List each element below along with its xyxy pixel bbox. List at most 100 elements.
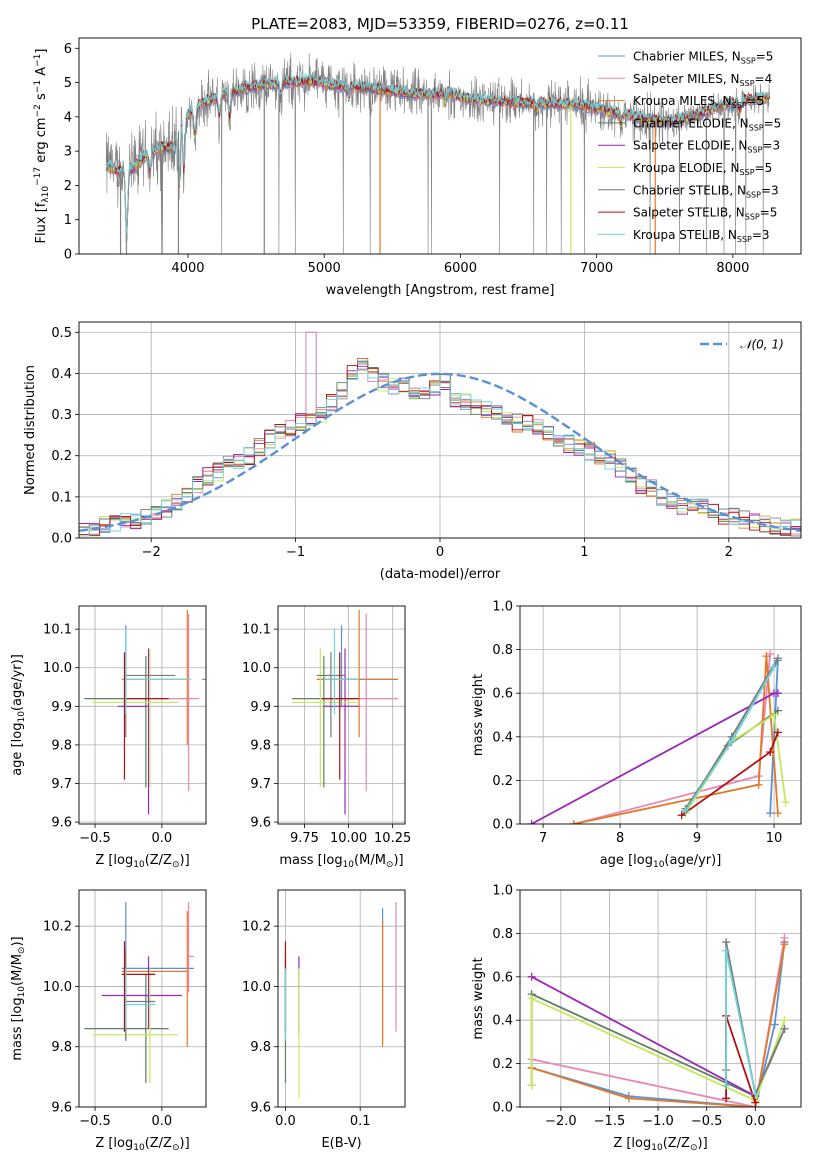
y-axis-label-part: erg cm (34, 117, 49, 166)
errorbar-salpeter-miles (188, 902, 194, 993)
legend-label: Kroupa MILES, NSSP=5 (633, 94, 764, 110)
x-tick-label: 8 (616, 831, 624, 846)
axes-frame (277, 605, 406, 825)
weight-marker (722, 1094, 731, 1103)
x-axis-label: (data-model)/error (380, 567, 501, 582)
x-tick-label: 0.0 (152, 1114, 173, 1129)
plot-area (278, 606, 405, 824)
errorbar-chabrier-stelib (125, 652, 176, 738)
y-tick-label: 0.0 (492, 1101, 513, 1116)
y-axis-label-part: Flux [f (34, 202, 49, 243)
x-axis-label: Z [log10(Z/Z⊙)] (95, 1136, 189, 1153)
normal-curve (79, 372, 801, 532)
legend-label-part: Kroupa MILES, N (633, 94, 732, 108)
y-tick-label: 0.2 (51, 449, 72, 464)
legend-label-part: =3 (761, 183, 779, 197)
x-axis-label-part: Z [log (95, 1136, 133, 1151)
legend-label-part: =5 (755, 161, 773, 175)
weight-marker (773, 728, 782, 737)
errorbar-chabrier-miles (125, 625, 206, 707)
y-tick-label: 9.9 (51, 700, 72, 715)
weight-marker (677, 811, 686, 820)
y-axis-label-part: 10 (17, 986, 27, 998)
errorbar-salpeter-stelib (121, 941, 156, 1032)
legend-label: Salpeter ELODIE, NSSP=3 (633, 139, 780, 155)
y-axis-label-part: λ (41, 197, 51, 203)
weight-marker (781, 798, 790, 807)
model-line-salpeter-stelib (105, 75, 771, 237)
x-axis-label-part: )] (698, 1136, 708, 1151)
y-tick-label: 5 (64, 76, 72, 91)
weight-marker (770, 1020, 779, 1029)
weight-marker (762, 652, 771, 661)
y-tick-label: 10.1 (242, 623, 271, 638)
y-tick-label: 9.8 (51, 1040, 72, 1055)
y-tick-label: 9.6 (250, 1101, 271, 1116)
x-axis-label-part: (Z/Z (145, 853, 172, 868)
legend-label-part: SSP (749, 123, 764, 132)
plot-area (79, 890, 206, 1107)
y-axis-label: mass weight (471, 957, 486, 1039)
plot-area (520, 890, 801, 1107)
y-axis-label-part: )] (10, 936, 25, 946)
axes-frame (78, 605, 207, 825)
y-tick-label: 9.7 (250, 777, 271, 792)
y-axis-label-part: −1 (33, 54, 43, 67)
x-tick-label: 7000 (580, 261, 613, 276)
weight-marker (624, 1094, 633, 1103)
weight-path (531, 944, 786, 1107)
axes-frame (78, 321, 802, 539)
errorbar-kroupa-elodie (292, 648, 360, 788)
x-axis-label: E(B-V) (321, 1136, 361, 1151)
x-axis-label: Z [log10(Z/Z⊙)] (613, 1136, 707, 1153)
legend-label-part: =5 (764, 116, 782, 130)
y-axis-label-part: −1 (33, 80, 43, 93)
plot-area (79, 606, 206, 824)
y-axis-label-part: 10 (17, 711, 27, 723)
x-tick-label: 4000 (171, 261, 204, 276)
y-axis-label-part: s (34, 93, 49, 104)
y-tick-label: 6 (64, 42, 72, 57)
legend-label-part: SSP (740, 168, 755, 177)
x-tick-label: 2 (725, 545, 733, 560)
errorbar-kroupa-stelib (125, 629, 192, 715)
y-tick-label: 9.7 (51, 777, 72, 792)
y-axis-label: mass weight (471, 674, 486, 756)
x-axis-label-part: )] (180, 1136, 190, 1151)
legend-label-part: Salpeter STELIB, N (633, 206, 745, 220)
y-axis-label: Flux [fλ10−17 erg cm−2 s−1 A−1] (33, 49, 51, 244)
y-axis-label-part: ] (34, 49, 49, 54)
x-axis-label-part: (Z/Z (663, 1136, 690, 1151)
axes-frame (519, 889, 802, 1108)
errorbar-salpeter-elodie (323, 648, 360, 815)
x-axis-label-part: )] (180, 853, 190, 868)
y-tick-label: 0.6 (492, 970, 513, 985)
weight-line-salpeter-miles (569, 649, 775, 824)
y-tick-label: 10.1 (43, 623, 72, 638)
chart-spectrum: 4000 5000 6000 7000 8000 0 1 2 3 4 5 6 wavelength [A… (33, 37, 802, 298)
y-axis-label: mass [log10(M/M⊙)] (10, 936, 27, 1060)
x-tick-label: 0.0 (275, 1114, 296, 1129)
weight-path (531, 692, 778, 824)
weight-marker (681, 806, 690, 815)
x-tick-label: −0.5 (79, 1114, 111, 1129)
chart-residuals: −2 −1 0 1 2 0.0 0.1 0.2 0.3 0.4 0.5 (data-model)/er… (23, 321, 802, 582)
errorbar-kroupa-elodie (92, 968, 178, 1083)
legend-label-part: =5 (747, 94, 765, 108)
y-tick-label: 10.2 (242, 920, 271, 935)
y-axis-label-part: ⊙ (17, 947, 27, 955)
x-axis-label-part: ⊙ (386, 860, 394, 870)
weight-line-kroupa-miles (569, 652, 782, 824)
weight-path (725, 950, 757, 1095)
errorbar-chabrier-elodie (84, 974, 169, 1083)
errorbar-salpeter-stelib (123, 652, 169, 780)
weight-line-kroupa-stelib (722, 946, 760, 1098)
x-tick-label: 10.25 (374, 831, 411, 846)
x-axis-label: mass [log10(M/M⊙)] (279, 853, 403, 870)
legend-label-part: SSP (740, 79, 755, 88)
weight-path (573, 656, 779, 824)
x-tick-label: −2 (142, 545, 161, 560)
axes-frame (277, 889, 406, 1108)
legend-label-part: =5 (756, 50, 774, 64)
